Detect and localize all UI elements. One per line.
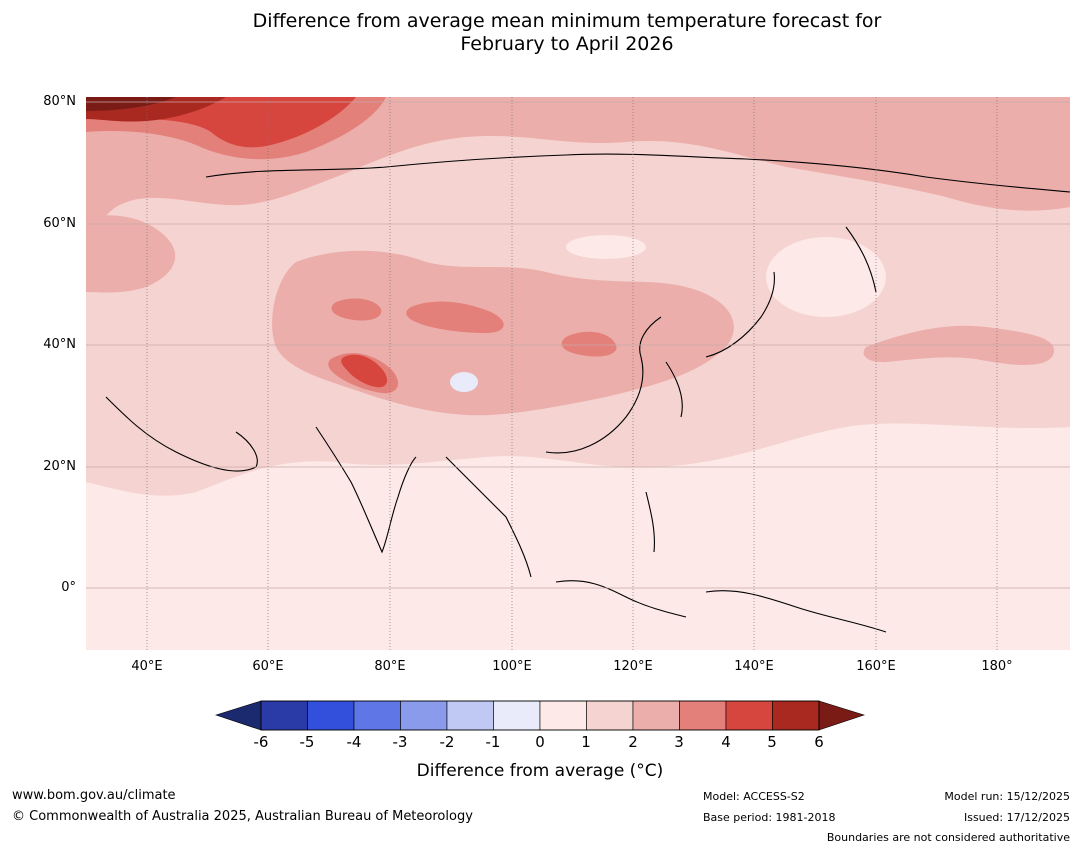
graticule xyxy=(146,97,998,650)
lat-label-0: 0° xyxy=(61,580,76,595)
website-link[interactable]: www.bom.gov.au/climate xyxy=(12,788,176,803)
colorbar-bin xyxy=(400,700,448,731)
lon-label-120e: 120°E xyxy=(613,659,653,674)
anomaly-band-3-4-mongolia xyxy=(406,301,504,333)
lon-label-160e: 160°E xyxy=(856,659,896,674)
colorbar-label: Difference from average (°C) xyxy=(416,761,664,781)
colorbar-extend-high xyxy=(818,700,865,731)
lon-label-100e: 100°E xyxy=(492,659,532,674)
anomaly-band-3-4-china xyxy=(561,331,617,357)
model-text: Model: ACCESS-S2 xyxy=(703,790,805,803)
anomaly-pocket-east xyxy=(766,237,886,317)
lat-label-60n: 60°N xyxy=(43,216,76,231)
colorbar-outline xyxy=(260,700,820,731)
colorbar-tick: 3 xyxy=(674,733,684,751)
issued-text: Issued: 17/12/2025 xyxy=(963,811,1070,824)
anomaly-band-m1-0-tibet xyxy=(450,372,478,392)
colorbar-bin xyxy=(307,700,355,731)
colorbar-tick: -4 xyxy=(346,733,362,751)
colorbar-tick: -1 xyxy=(485,733,501,751)
base-period-text: Base period: 1981-2018 xyxy=(703,811,836,824)
lat-label-80n: 80°N xyxy=(43,94,76,109)
colorbar-bin xyxy=(772,700,820,731)
colorbar-extend-low xyxy=(215,700,262,731)
colorbar-tick: -5 xyxy=(299,733,315,751)
colorbar-bin xyxy=(539,700,587,731)
colorbar-tick: 2 xyxy=(628,733,638,751)
title-line-2: February to April 2026 xyxy=(460,33,674,55)
colorbar-bin xyxy=(260,700,308,731)
colorbar-tick: -2 xyxy=(439,733,455,751)
lat-label-40n: 40°N xyxy=(43,337,76,352)
colorbar-tick: 6 xyxy=(814,733,824,751)
colorbar-tick: 5 xyxy=(767,733,777,751)
colorbar-tick: 4 xyxy=(721,733,731,751)
colorbar-tick: -3 xyxy=(392,733,408,751)
disclaimer-text: Boundaries are not considered authoritat… xyxy=(826,831,1070,844)
anomaly-band-2-3-west xyxy=(86,215,176,293)
anomaly-band-4-5-himalaya xyxy=(341,354,388,388)
colorbar-tick: 1 xyxy=(581,733,591,751)
colorbar xyxy=(215,700,865,731)
model-run-text: Model run: 15/12/2025 xyxy=(944,790,1070,803)
colorbar-bin xyxy=(632,700,680,731)
anomaly-pocket-siberia xyxy=(566,235,646,259)
lon-label-40e: 40°E xyxy=(131,659,163,674)
anomaly-map xyxy=(86,97,1070,650)
colorbar-bin xyxy=(586,700,634,731)
latitude-lines xyxy=(86,101,1070,589)
colorbar-bin xyxy=(446,700,494,731)
copyright-text: © Commonwealth of Australia 2025, Austra… xyxy=(12,809,473,824)
lon-label-180: 180° xyxy=(981,659,1013,674)
lon-label-60e: 60°E xyxy=(252,659,284,674)
title-line-1: Difference from average mean minimum tem… xyxy=(252,10,882,32)
colorbar-tick: -6 xyxy=(253,733,269,751)
colorbar-bin xyxy=(493,700,541,731)
map-canvas xyxy=(86,97,1070,650)
lon-label-80e: 80°E xyxy=(374,659,406,674)
anomaly-band-above-6-arctic xyxy=(86,97,176,111)
colorbar-bin xyxy=(725,700,773,731)
lon-label-140e: 140°E xyxy=(734,659,774,674)
chart-title: Difference from average mean minimum tem… xyxy=(0,10,1081,56)
colorbar-bin xyxy=(353,700,401,731)
colorbar-bin xyxy=(679,700,727,731)
coastlines xyxy=(105,153,1070,633)
colorbar-tick: 0 xyxy=(535,733,545,751)
lat-label-20n: 20°N xyxy=(43,459,76,474)
anomaly-band-3-4-caspian xyxy=(331,298,382,321)
